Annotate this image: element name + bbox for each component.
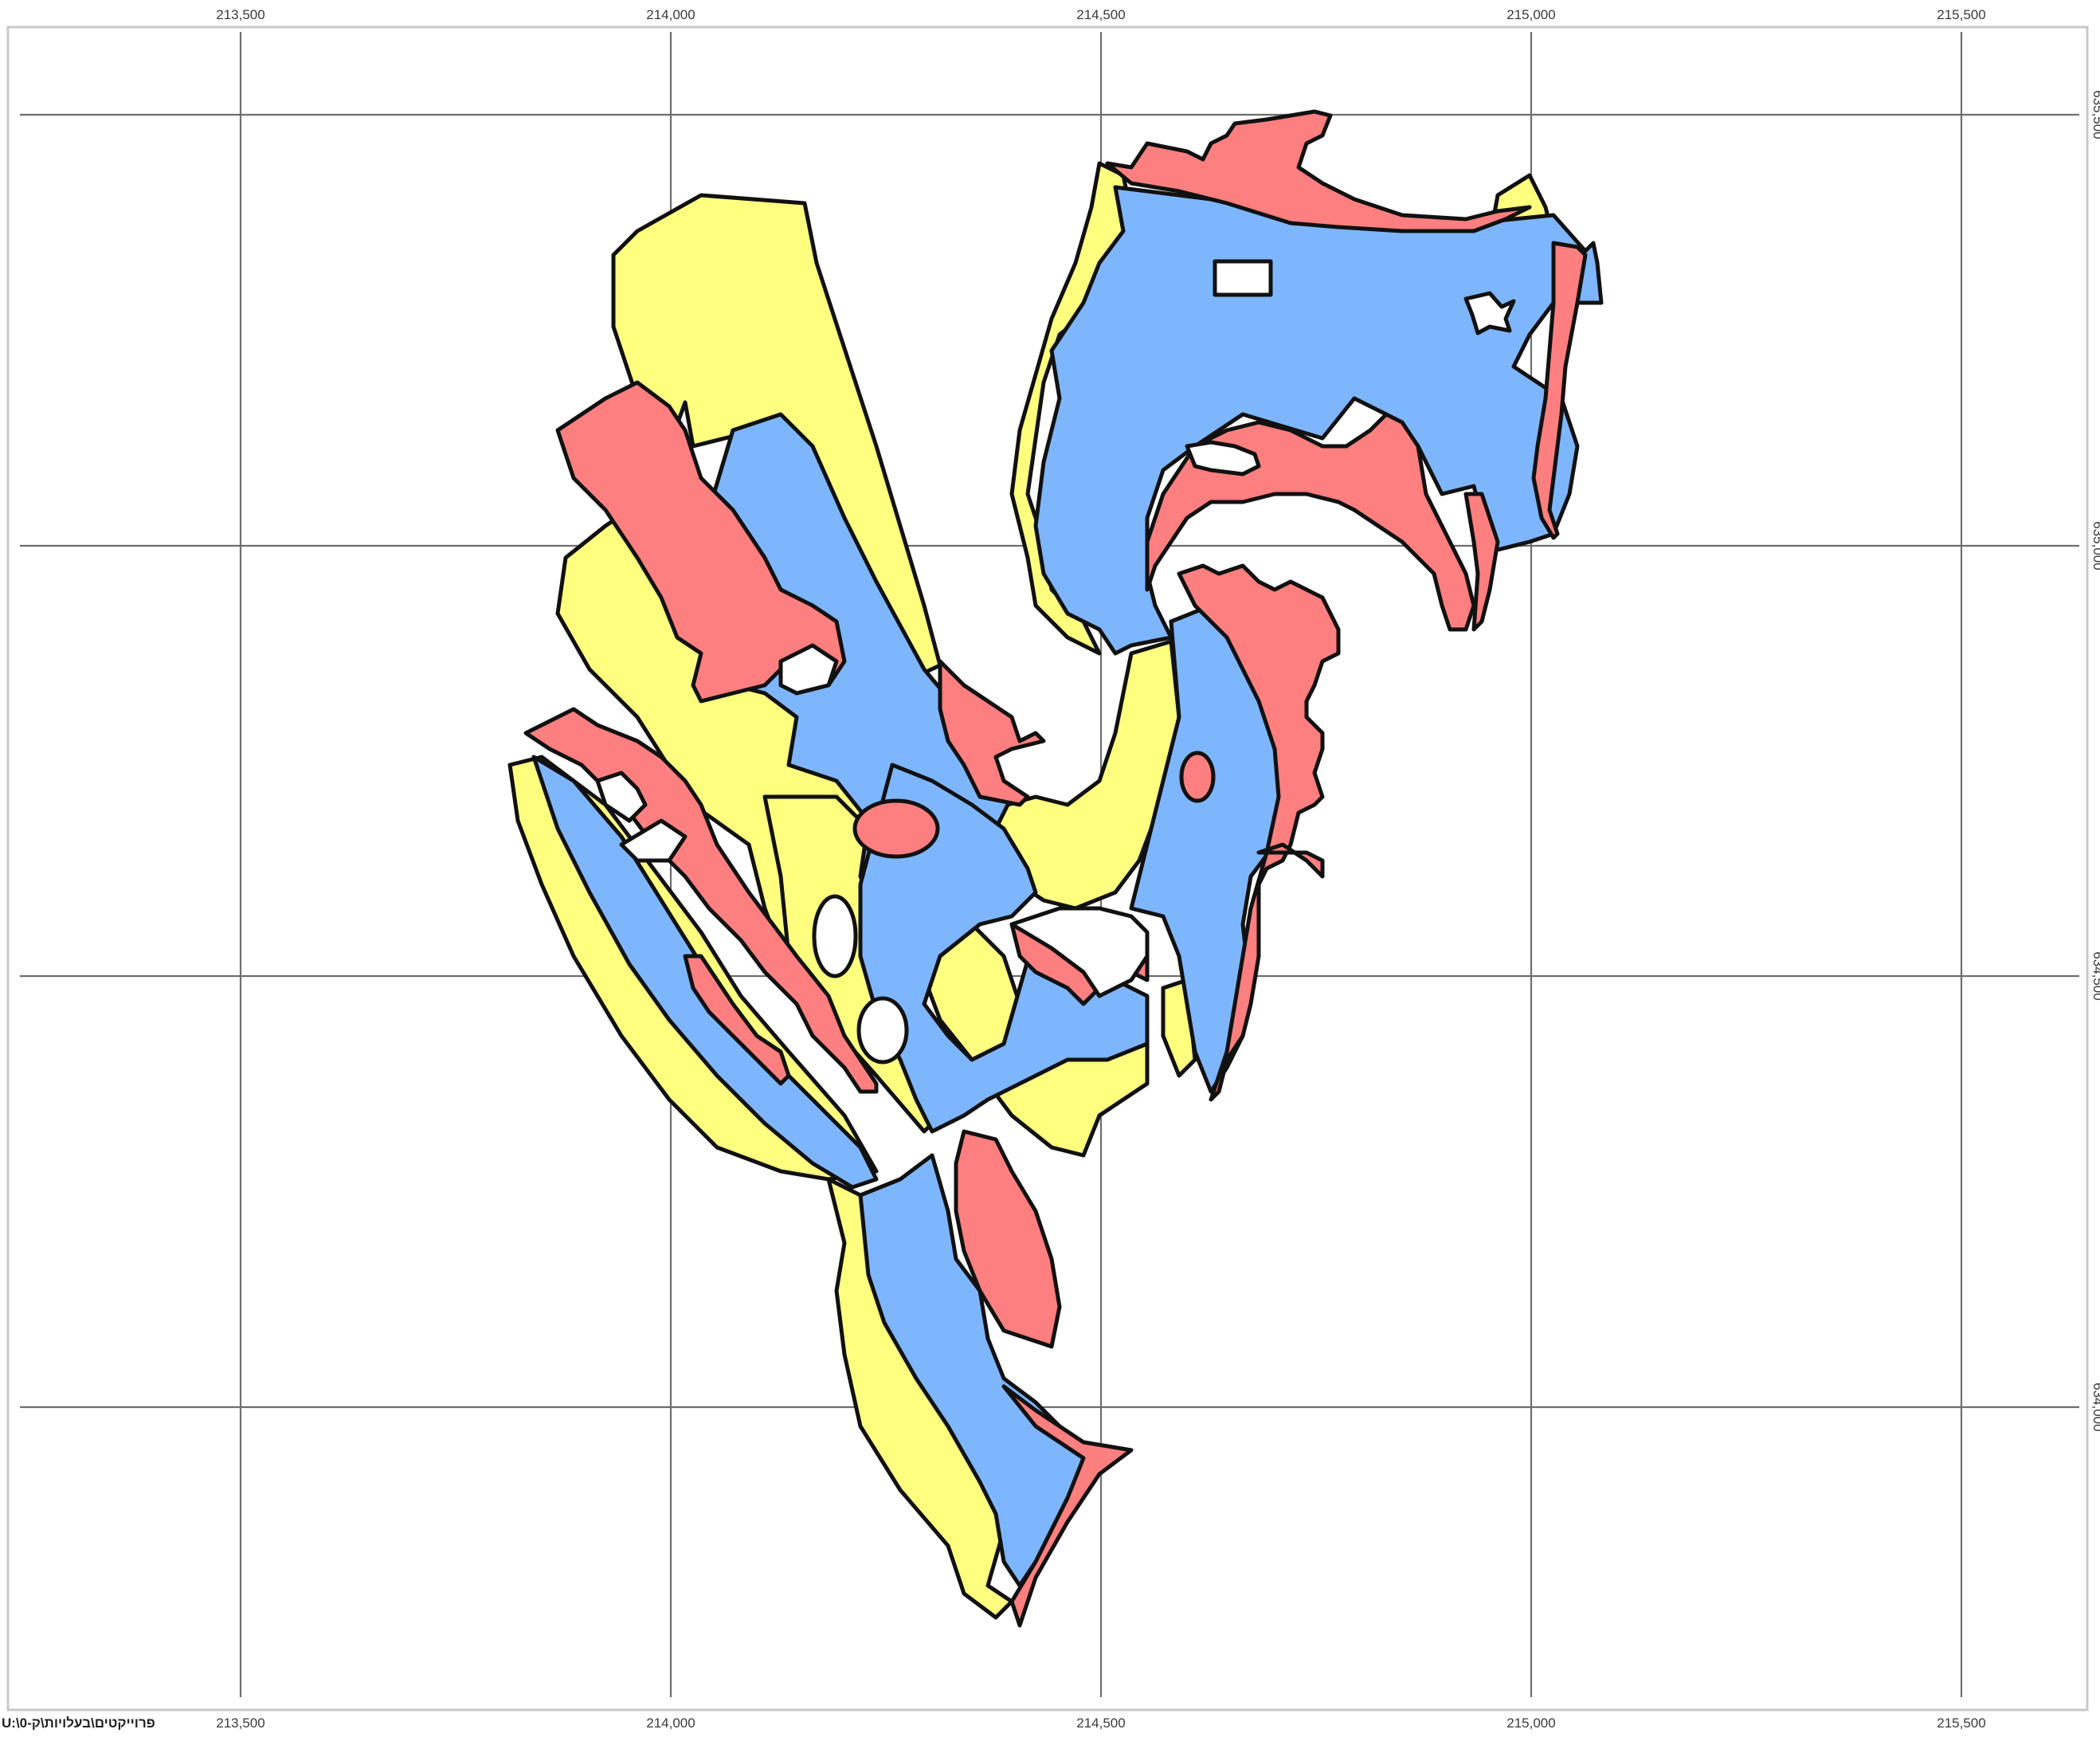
x-axis-top: 213,500 214,000 214,500 215,000 215,500 xyxy=(216,7,1985,22)
y-tick-right: 634,500 xyxy=(2090,951,2100,1000)
red-ellipse xyxy=(852,798,940,859)
x-tick-bottom: 214,500 xyxy=(1076,1715,1125,1731)
red-zone xyxy=(523,109,1588,1628)
x-tick-bottom: 213,500 xyxy=(216,1715,264,1731)
x-tick-bottom: 215,500 xyxy=(1937,1715,1985,1731)
y-tick-right: 634,000 xyxy=(2090,1382,2100,1431)
y-axis-right: 635,500 635,000 634,500 634,000 xyxy=(2090,90,2100,1431)
x-tick-top: 214,000 xyxy=(646,7,695,22)
x-axis-bottom: 213,500 214,000 214,500 215,000 215,500 xyxy=(216,1715,1985,1731)
x-tick-bottom: 214,000 xyxy=(646,1715,695,1731)
x-tick-top: 214,500 xyxy=(1076,7,1125,22)
map-frame xyxy=(6,25,2089,1712)
holes xyxy=(595,259,1516,1065)
red-ellipse-small xyxy=(1179,751,1216,803)
hole-west-1 xyxy=(595,770,648,823)
x-tick-bottom: 215,000 xyxy=(1506,1715,1555,1731)
hole-ellipse-1 xyxy=(812,894,858,978)
hole-ring xyxy=(778,643,839,696)
y-tick-right: 635,500 xyxy=(2090,90,2100,139)
y-tick-right: 635,000 xyxy=(2090,521,2100,570)
hole-west-2 xyxy=(619,818,688,863)
file-path-caption: U:\0-פרוייקטים\בעלויות\ק xyxy=(2,1715,155,1731)
hole-ellipse-2 xyxy=(856,996,909,1065)
hole-hook xyxy=(1185,440,1261,476)
x-tick-top: 213,500 xyxy=(216,7,264,22)
hole-centre xyxy=(1009,906,1150,998)
hole-east-blob xyxy=(1463,291,1516,335)
hole-north-east xyxy=(1213,259,1273,297)
x-tick-top: 215,000 xyxy=(1506,7,1555,22)
x-tick-top: 215,500 xyxy=(1937,7,1985,22)
